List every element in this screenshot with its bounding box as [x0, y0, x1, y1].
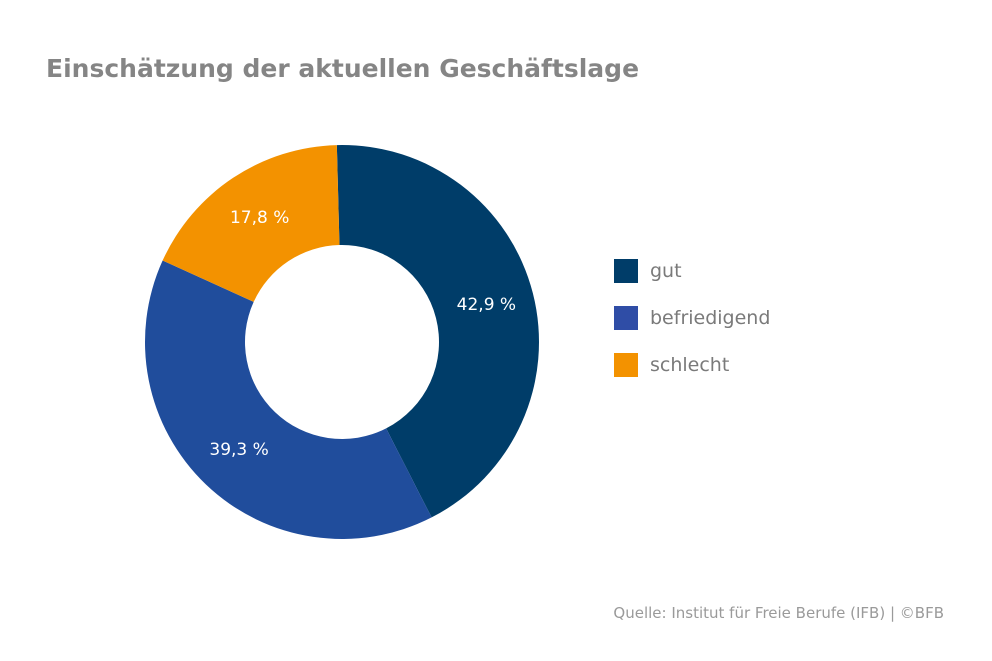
legend-swatch-gut [614, 259, 638, 283]
slice-label-gut: 42,9 % [457, 295, 516, 315]
slice-gut [336, 145, 539, 518]
slice-befriedigend [145, 260, 432, 539]
legend: gut befriedigend schlecht [614, 258, 770, 399]
legend-swatch-befriedigend [614, 306, 638, 330]
legend-item-befriedigend: befriedigend [614, 305, 770, 331]
legend-label-gut: gut [650, 260, 682, 282]
chart-title: Einschätzung der aktuellen Geschäftslage [46, 54, 640, 83]
slice-label-befriedigend: 39,3 % [209, 440, 268, 460]
legend-swatch-schlecht [614, 353, 638, 377]
legend-item-schlecht: schlecht [614, 352, 770, 378]
slice-label-schlecht: 17,8 % [230, 208, 289, 228]
legend-label-schlecht: schlecht [650, 354, 730, 376]
legend-label-befriedigend: befriedigend [650, 307, 771, 329]
slice-schlecht [162, 145, 340, 302]
source-note: Quelle: Institut für Freie Berufe (IFB) … [613, 604, 944, 622]
legend-item-gut: gut [614, 258, 770, 284]
